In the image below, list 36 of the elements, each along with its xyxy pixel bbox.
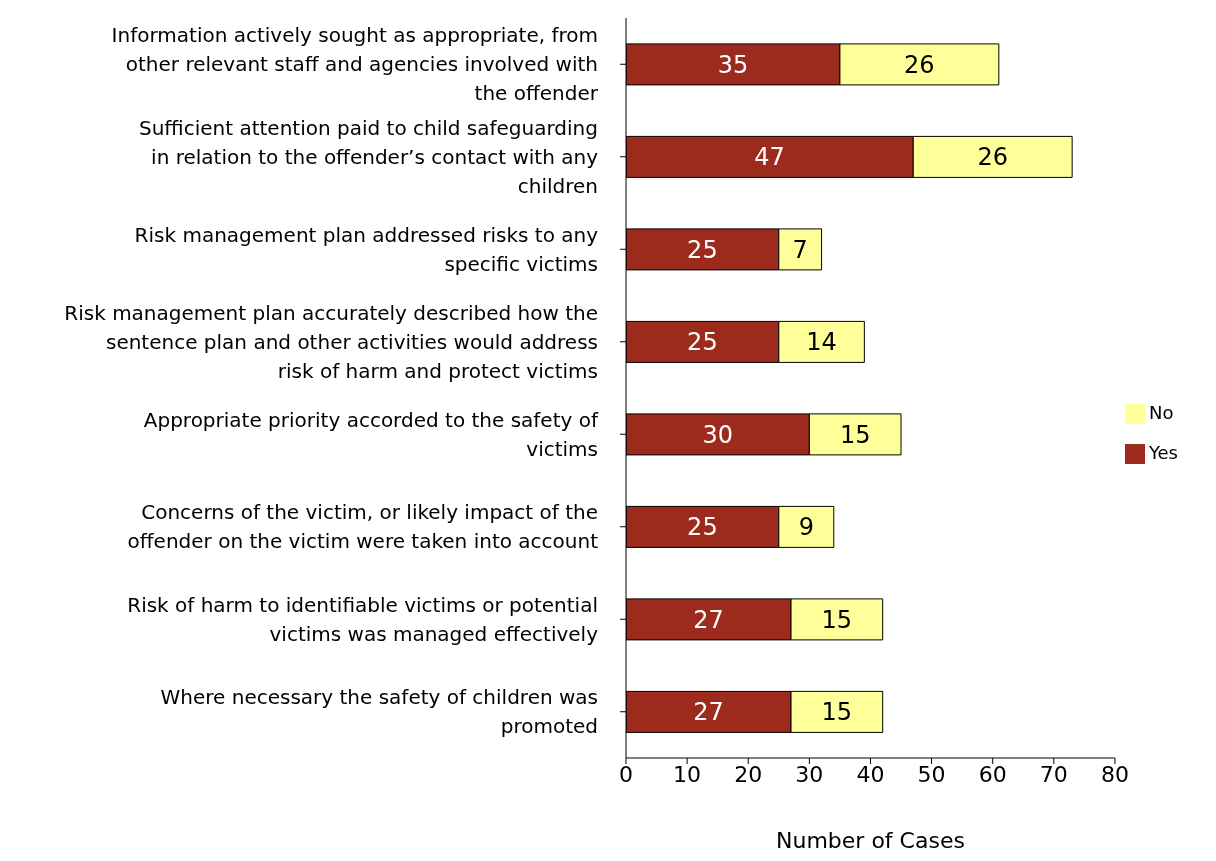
legend-label: No <box>1148 402 1174 423</box>
x-tick-label: 70 <box>1039 761 1068 787</box>
data-label: 27 <box>693 698 724 727</box>
y-tick-label: Risk management plan accurately described how the sentence plan and other activities would address risk of harm and protect victims <box>64 300 598 383</box>
data-label: 15 <box>821 698 853 727</box>
x-tick-label: 60 <box>978 761 1007 787</box>
x-tick-label: 30 <box>795 761 824 787</box>
x-tick-label: 50 <box>917 761 946 787</box>
x-axis-title: Number of Cases <box>776 828 965 853</box>
data-label: 25 <box>687 235 718 264</box>
data-label: 25 <box>687 513 718 542</box>
x-tick-label: 80 <box>1100 761 1129 787</box>
data-label: 7 <box>792 235 808 264</box>
data-label: 15 <box>839 420 871 449</box>
data-label: 15 <box>821 605 853 634</box>
y-tick-label: Risk management plan addressed risks to any specific victims <box>134 222 599 276</box>
y-tick-label: Where necessary the safety of children was promoted <box>160 685 598 739</box>
x-tick-label: 10 <box>673 761 702 787</box>
x-tick-label: 20 <box>734 761 763 787</box>
x-tick-label: 0 <box>619 761 633 787</box>
data-label: 25 <box>687 328 718 357</box>
data-label: 35 <box>717 50 749 79</box>
data-label: 47 <box>754 143 785 172</box>
y-tick-label: Appropriate priority accorded to the safety of victims <box>143 407 599 461</box>
y-tick-label: Sufficient attention paid to child safeguarding in relation to the offender’s contact with any children <box>138 115 599 198</box>
data-label: 9 <box>798 513 814 542</box>
data-label: 27 <box>693 605 724 634</box>
legend-label: Yes <box>1148 442 1178 463</box>
data-label: 26 <box>977 143 1008 172</box>
data-label: 30 <box>702 420 733 449</box>
y-tick-label: Concerns of the victim, or likely impact of the offender on the victim were taken into account <box>127 500 599 554</box>
y-tick-label: Risk of harm to identifiable victims or potential victims was managed effectively <box>127 592 599 646</box>
data-label: 14 <box>806 328 837 357</box>
data-label: 26 <box>904 50 935 79</box>
y-tick-label: Information actively sought as appropriate, from other relevant staff and agencies involved with the offender <box>111 23 599 106</box>
x-tick-label: 40 <box>856 761 885 787</box>
